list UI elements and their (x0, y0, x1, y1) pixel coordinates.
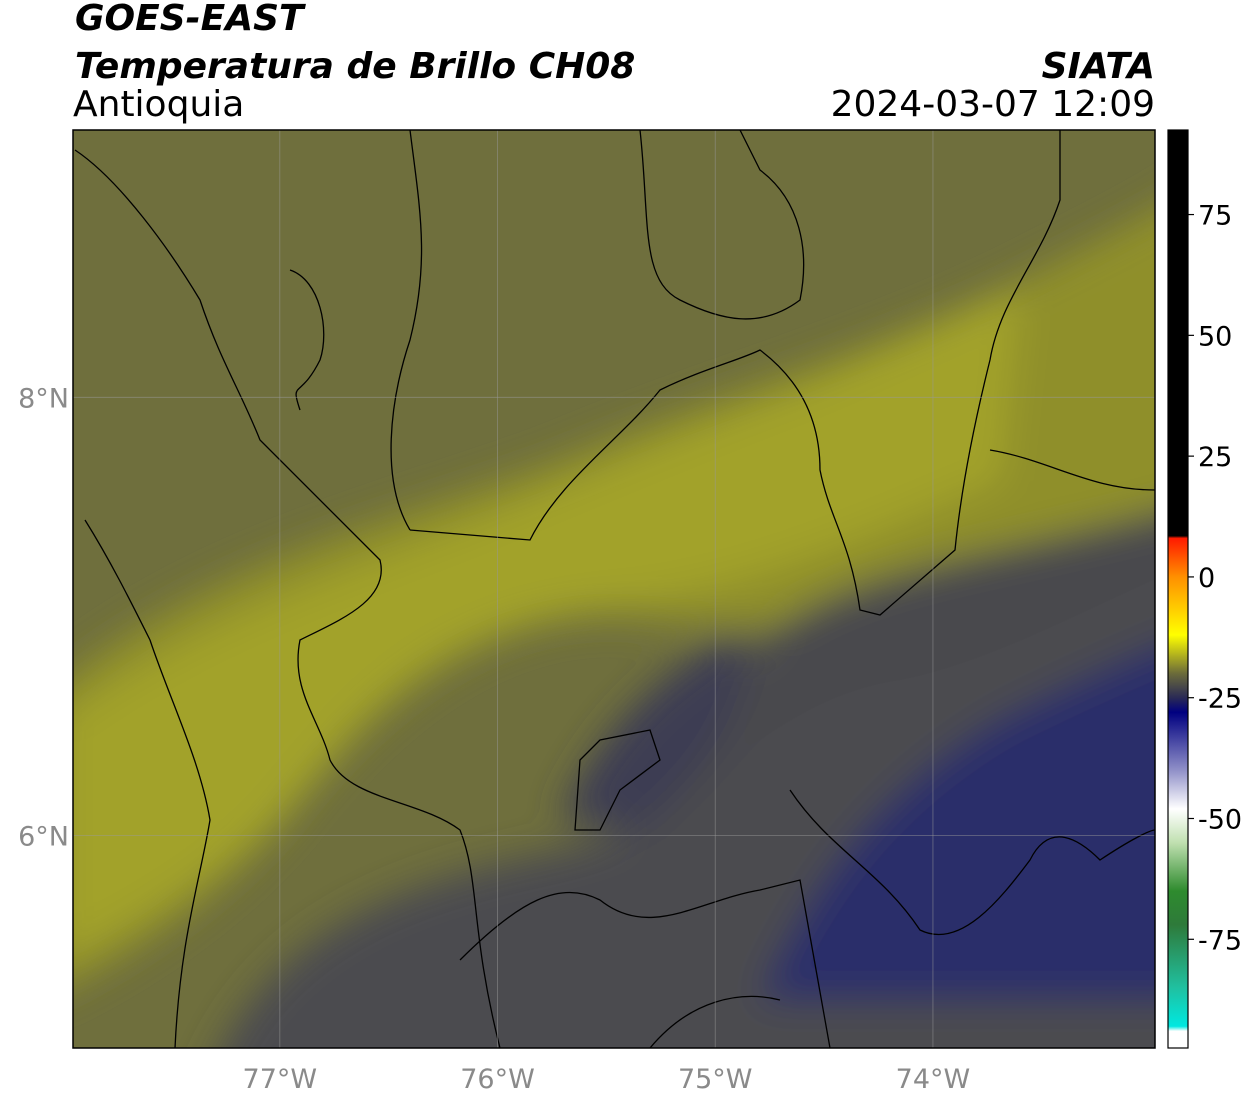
x-tick-label: 75°W (678, 1064, 753, 1095)
y-tick-label: 6°N (18, 821, 69, 852)
boundaries (74, 130, 1155, 1048)
title: GOES-EAST (75, 0, 306, 39)
colorbar-ticks: 75 50 25 0 -25 -50 -75 (1188, 201, 1242, 956)
x-tick-label: 77°W (243, 1064, 318, 1095)
graticule (73, 130, 1155, 1048)
satellite-field (73, 130, 1155, 1048)
colorbar-tick-label: -75 (1198, 925, 1242, 956)
datetime: 2024-03-07 12:09 (831, 84, 1155, 125)
colorbar-tick-label: 25 (1198, 442, 1232, 473)
subtitle: Temperatura de Brillo CH08 (75, 46, 635, 87)
x-tick-label: 76°W (460, 1064, 535, 1095)
region: Antioquia (73, 84, 244, 125)
colorbar-tick-label: 75 (1198, 201, 1232, 232)
y-tick-label: 8°N (18, 383, 69, 414)
colorbar-tick-label: 50 (1198, 321, 1232, 352)
x-tick-label: 74°W (896, 1064, 971, 1095)
map-frame (72, 129, 1156, 1049)
colorbar-tick-label: 0 (1198, 563, 1215, 594)
colorbar-tick-label: -50 (1198, 805, 1242, 836)
colorbar (1167, 129, 1189, 1049)
colorbar-tick-label: -25 (1198, 684, 1242, 715)
source: SIATA (1042, 46, 1155, 87)
